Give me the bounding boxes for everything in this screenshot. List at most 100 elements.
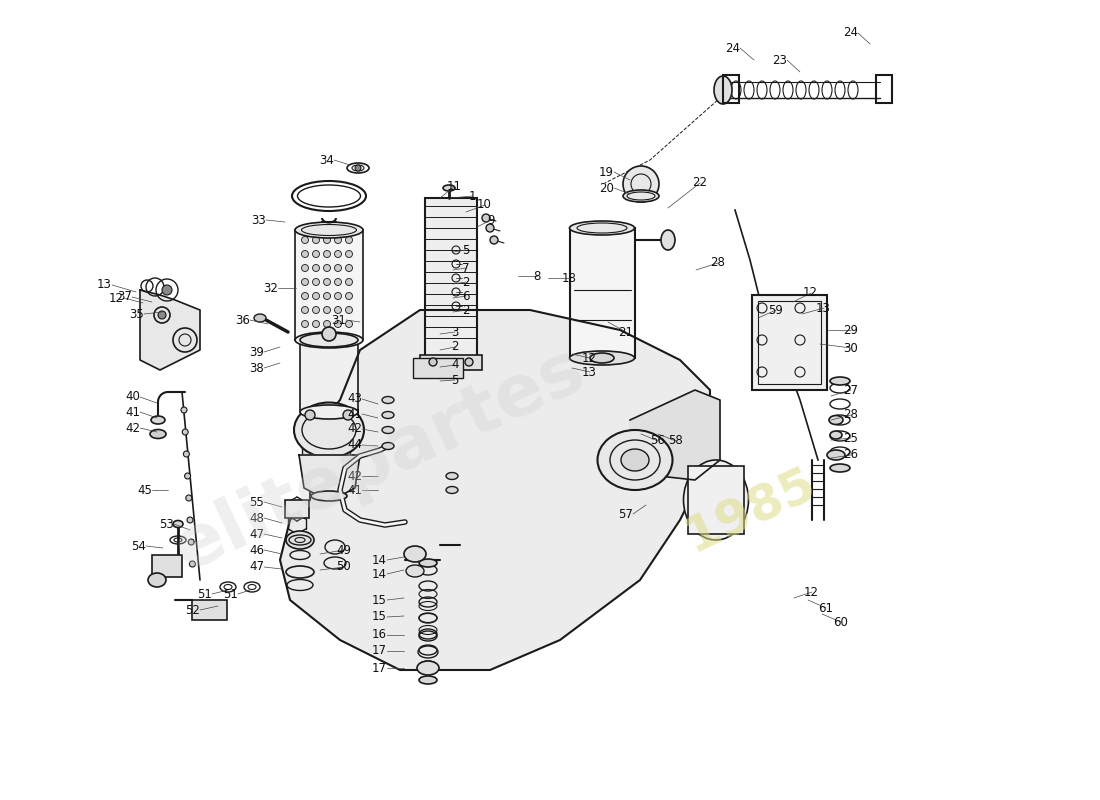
Circle shape — [188, 539, 195, 545]
Text: 49: 49 — [336, 543, 351, 557]
Polygon shape — [280, 310, 710, 670]
Ellipse shape — [294, 402, 364, 458]
Circle shape — [162, 285, 172, 295]
Text: 12: 12 — [582, 351, 597, 365]
Circle shape — [345, 237, 352, 243]
Circle shape — [189, 561, 196, 567]
Circle shape — [334, 278, 341, 286]
Ellipse shape — [623, 190, 659, 202]
Text: 16: 16 — [372, 629, 387, 642]
Circle shape — [345, 265, 352, 271]
Circle shape — [345, 293, 352, 299]
Text: 40: 40 — [125, 390, 140, 403]
Ellipse shape — [683, 460, 748, 540]
Text: 13: 13 — [97, 278, 112, 291]
Text: 12: 12 — [109, 291, 124, 305]
Text: 37: 37 — [117, 290, 132, 303]
Ellipse shape — [286, 531, 313, 549]
Ellipse shape — [300, 333, 358, 347]
Ellipse shape — [590, 353, 614, 363]
Text: 20: 20 — [600, 182, 614, 194]
Text: 55: 55 — [250, 495, 264, 509]
Ellipse shape — [382, 397, 394, 403]
Text: 27: 27 — [843, 383, 858, 397]
Text: 36: 36 — [235, 314, 250, 326]
Circle shape — [345, 250, 352, 258]
Circle shape — [301, 278, 308, 286]
Text: 4: 4 — [451, 358, 459, 371]
Text: 60: 60 — [833, 615, 848, 629]
Ellipse shape — [570, 221, 635, 235]
Circle shape — [312, 321, 319, 327]
Text: 51: 51 — [197, 587, 212, 601]
Circle shape — [183, 429, 188, 435]
Text: 38: 38 — [250, 362, 264, 374]
Bar — [152, 555, 182, 577]
Circle shape — [355, 165, 361, 171]
Bar — [752, 295, 827, 390]
Text: 10: 10 — [477, 198, 492, 211]
Text: 17: 17 — [372, 662, 387, 674]
Text: 8: 8 — [534, 270, 540, 282]
Circle shape — [429, 358, 437, 366]
Circle shape — [158, 311, 166, 319]
Text: 13: 13 — [816, 302, 831, 314]
Ellipse shape — [621, 449, 649, 471]
Circle shape — [301, 321, 308, 327]
Text: 42: 42 — [346, 422, 362, 435]
Circle shape — [301, 306, 308, 314]
Circle shape — [490, 236, 498, 244]
Circle shape — [312, 293, 319, 299]
Text: 58: 58 — [668, 434, 683, 447]
Text: 51: 51 — [223, 587, 238, 601]
Text: 26: 26 — [843, 449, 858, 462]
Bar — [876, 75, 892, 103]
Text: 12: 12 — [803, 286, 818, 299]
Ellipse shape — [295, 222, 363, 238]
Text: 33: 33 — [251, 214, 266, 226]
Bar — [300, 340, 358, 412]
Circle shape — [185, 473, 190, 479]
Ellipse shape — [148, 573, 166, 587]
Ellipse shape — [417, 661, 439, 675]
Bar — [723, 75, 739, 103]
Bar — [302, 425, 350, 470]
Ellipse shape — [446, 473, 458, 479]
Circle shape — [334, 265, 341, 271]
Text: 32: 32 — [263, 282, 278, 294]
Text: 19: 19 — [600, 166, 614, 178]
Circle shape — [312, 306, 319, 314]
Text: 12: 12 — [804, 586, 820, 598]
Circle shape — [182, 407, 187, 413]
Polygon shape — [140, 290, 200, 370]
Text: 15: 15 — [372, 610, 387, 623]
Ellipse shape — [382, 411, 394, 418]
Text: 42: 42 — [125, 422, 140, 434]
Ellipse shape — [661, 230, 675, 250]
Text: 2: 2 — [462, 303, 470, 317]
Circle shape — [334, 237, 341, 243]
Text: 3: 3 — [451, 326, 459, 338]
Circle shape — [334, 250, 341, 258]
Text: 41: 41 — [125, 406, 140, 418]
Ellipse shape — [714, 76, 732, 104]
Circle shape — [334, 321, 341, 327]
Circle shape — [323, 321, 330, 327]
Text: 34: 34 — [319, 154, 334, 166]
Text: 23: 23 — [772, 54, 786, 66]
Ellipse shape — [404, 546, 426, 562]
Circle shape — [334, 293, 341, 299]
Text: 48: 48 — [249, 511, 264, 525]
Text: 7: 7 — [462, 262, 470, 274]
Ellipse shape — [150, 430, 166, 438]
Polygon shape — [630, 390, 720, 480]
Circle shape — [301, 265, 308, 271]
Circle shape — [345, 306, 352, 314]
Text: 1985: 1985 — [676, 459, 823, 561]
Text: 14: 14 — [372, 554, 387, 566]
Text: 24: 24 — [843, 26, 858, 39]
Text: 53: 53 — [160, 518, 174, 530]
Circle shape — [312, 250, 319, 258]
Text: 2: 2 — [451, 341, 459, 354]
Bar — [425, 198, 477, 358]
